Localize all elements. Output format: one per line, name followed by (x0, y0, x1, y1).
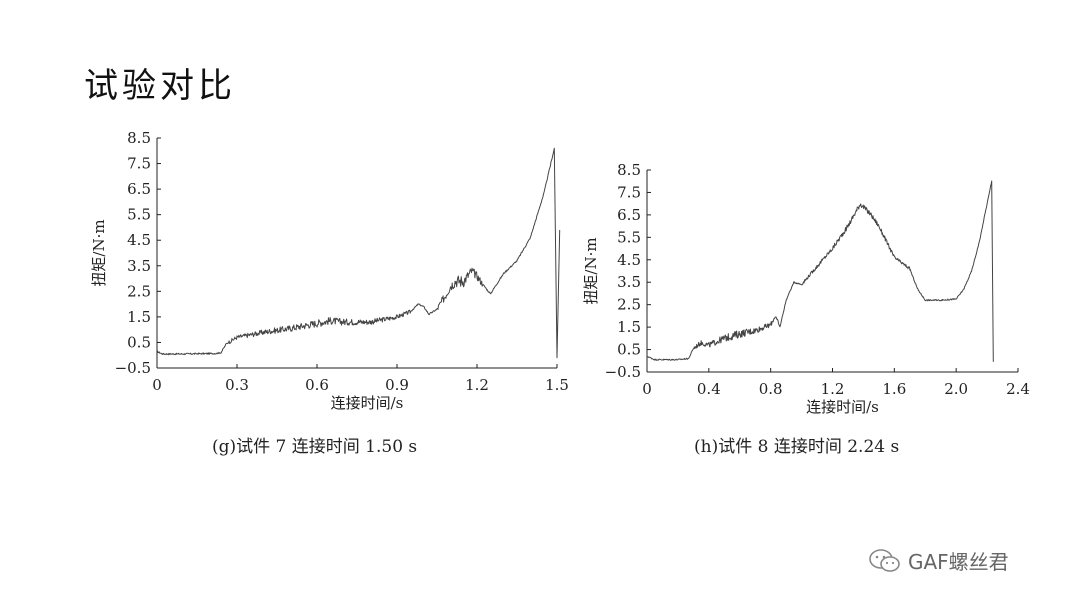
x-tick-label: 0 (642, 380, 652, 398)
y-tick-label: 0.5 (127, 333, 151, 351)
x-tick-label: 2.4 (1006, 380, 1030, 398)
chart-h: −0.5 0.5 1.5 2.5 3.5 4.5 5.5 6.5 7.5 8.5 0 0.4 0.8 1.… (582, 161, 1030, 416)
series-line (646, 180, 994, 362)
watermark-text: GAF螺丝君 (908, 550, 1009, 574)
y-tick-label: 2.5 (127, 282, 151, 300)
x-axis-label: 连接时间/s (806, 398, 879, 416)
watermark: GAF螺丝君 (868, 546, 1009, 575)
y-tick-label: 8.5 (127, 129, 151, 147)
x-tick-label: 2.0 (944, 380, 968, 398)
y-tick-label: 4.5 (127, 231, 151, 249)
x-tick-label: 1.6 (882, 380, 906, 398)
y-tick-label: 1.5 (617, 318, 641, 336)
x-tick-label: 0.4 (697, 380, 721, 398)
y-tick-label: 7.5 (127, 155, 151, 173)
x-tick-label: 0.6 (305, 376, 329, 394)
x-tick-label: 0.8 (759, 380, 783, 398)
wechat-icon (869, 548, 900, 572)
x-tick-label: 0 (152, 376, 162, 394)
y-tick-label: 6.5 (127, 180, 151, 198)
y-tick-label: 4.5 (617, 251, 641, 269)
y-tick-label: 1.5 (127, 308, 151, 326)
y-tick-label: 5.5 (127, 206, 151, 224)
y-tick-label: −0.5 (605, 363, 641, 381)
y-tick-label: 3.5 (127, 257, 151, 275)
series-line (156, 147, 561, 359)
x-tick-label: 1.5 (545, 376, 569, 394)
x-axis-label: 连接时间/s (331, 394, 404, 412)
y-tick-label: 5.5 (617, 228, 641, 246)
chart-h-caption: (h)试件 8 连接时间 2.24 s (694, 437, 900, 457)
chart-g: −0.5 0.5 1.5 2.5 3.5 4.5 5.5 6.5 7.5 8.5 0 0.3 0.6 0.… (90, 129, 569, 412)
x-tick-label: 0.9 (385, 376, 409, 394)
y-tick-label: 2.5 (617, 296, 641, 314)
y-tick-label: −0.5 (115, 359, 151, 377)
y-tick-label: 7.5 (617, 183, 641, 201)
y-tick-label: 0.5 (617, 341, 641, 359)
y-tick-label: 8.5 (617, 161, 641, 179)
slide-title: 试验对比 (84, 66, 236, 106)
y-tick-label: 6.5 (617, 206, 641, 224)
y-axis-label: 扭矩/N·m (90, 219, 108, 286)
chart-g-caption: (g)试件 7 连接时间 1.50 s (212, 437, 418, 457)
x-tick-label: 0.3 (225, 376, 249, 394)
y-tick-label: 3.5 (617, 273, 641, 291)
x-tick-label: 1.2 (821, 380, 845, 398)
y-axis-label: 扭矩/N·m (582, 237, 600, 304)
x-tick-label: 1.2 (465, 376, 489, 394)
